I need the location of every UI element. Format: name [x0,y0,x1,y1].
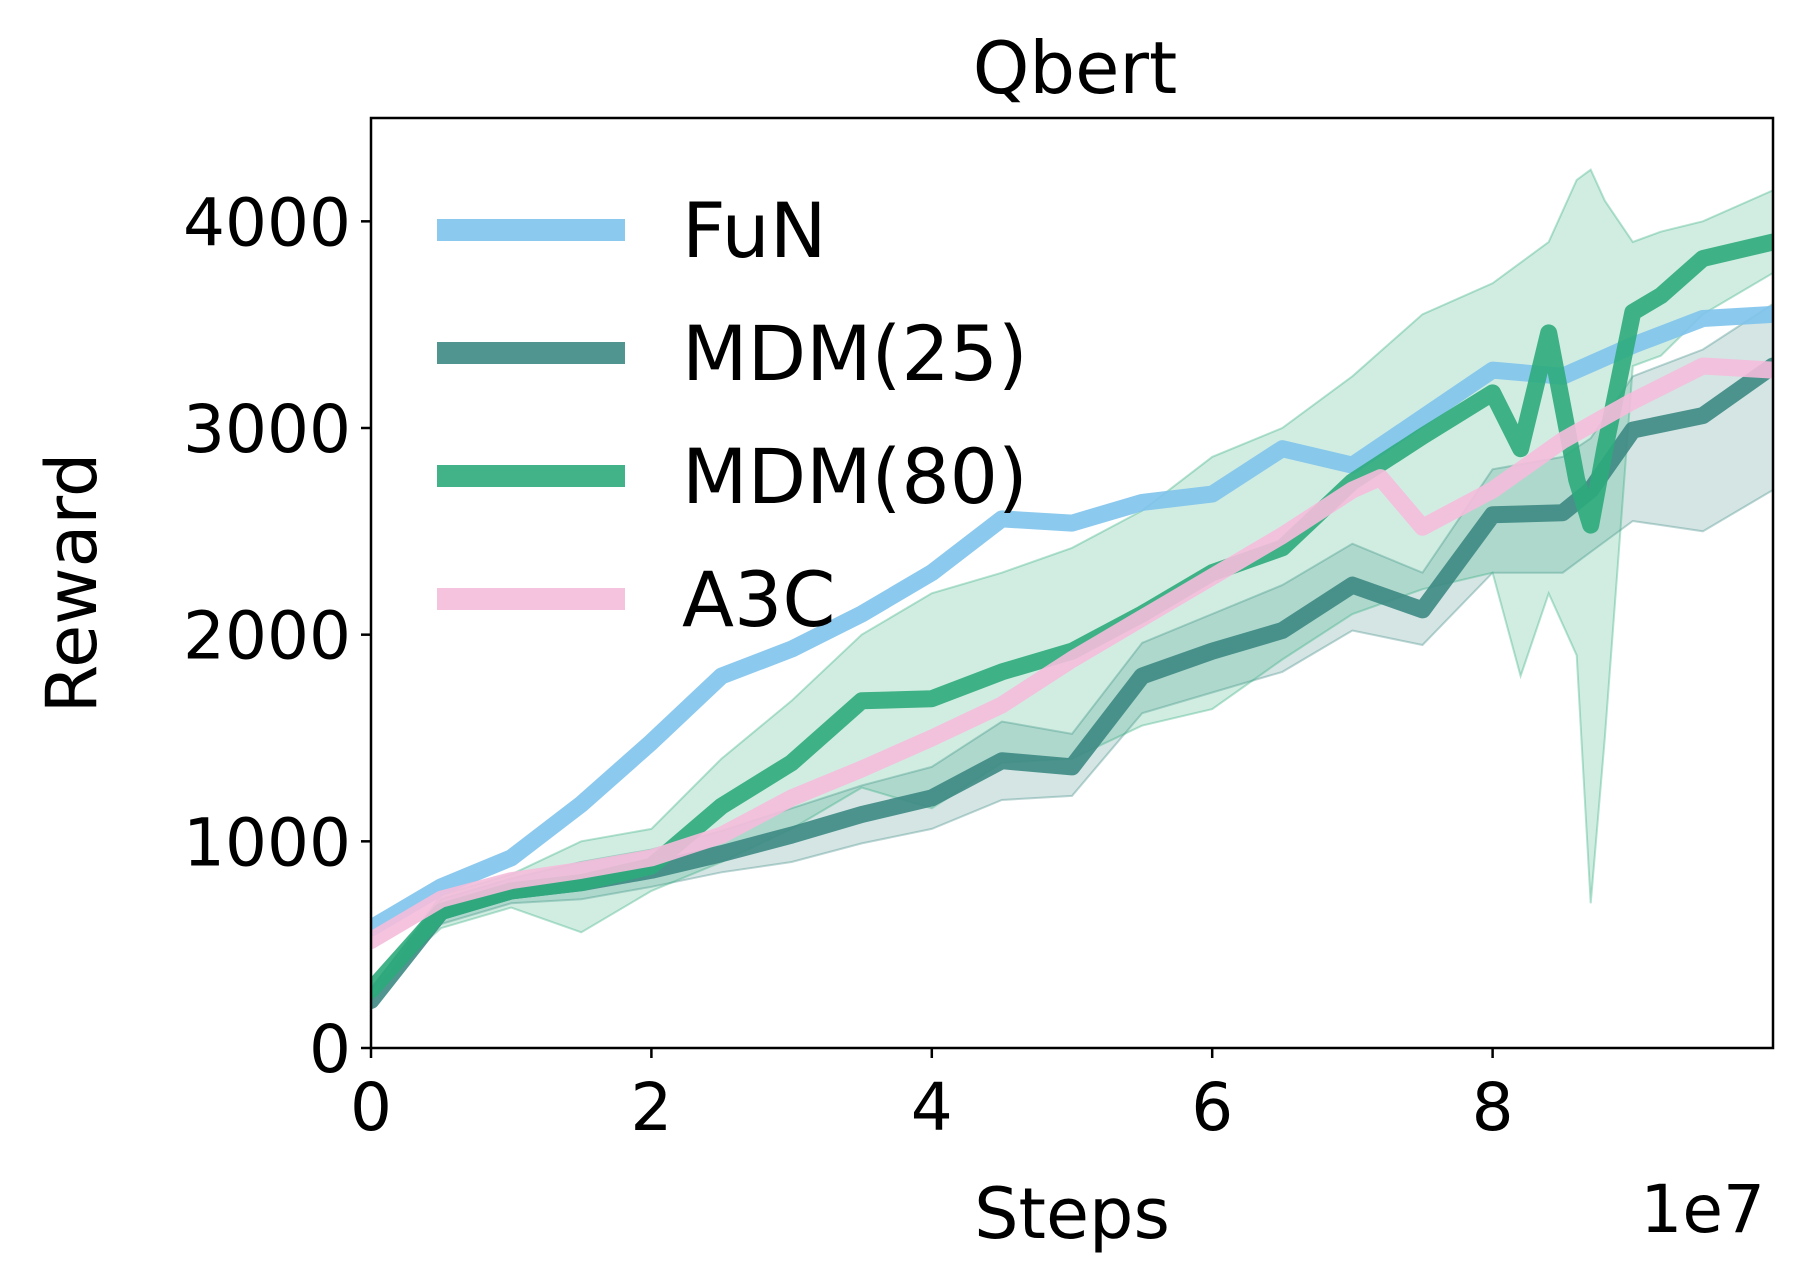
x-tick-label: 2 [630,1069,672,1146]
x-tick-label: 8 [1472,1069,1514,1146]
y-tick-label: 3000 [183,391,351,468]
series-lines [371,233,1773,1009]
band-mdm-25 [371,302,1773,1002]
legend-label-mdm-25: MDM(25) [682,309,1028,398]
x-offset-label: 1e7 [1640,1171,1765,1248]
plot-frame [369,116,1775,1050]
y-axis-ticks: 0 1000 2000 3000 4000 [183,184,371,1088]
y-tick-label: 4000 [183,184,351,261]
x-tick-label: 0 [350,1069,392,1146]
legend-label-a3c: A3C [682,555,835,644]
line-a3c [371,357,1773,949]
y-tick-label: 2000 [183,598,351,675]
x-tick-label: 6 [1191,1069,1233,1146]
x-tick-label: 4 [911,1069,953,1146]
legend-label-mdm-80: MDM(80) [682,432,1028,521]
chart-title: Qbert [973,26,1178,110]
x-axis-ticks: 0 2 4 6 8 [350,1048,1514,1146]
plot-area [369,116,1775,1050]
x-axis-label: Steps [974,1173,1170,1255]
y-tick-label: 0 [309,1011,351,1088]
legend-label-fun: FuN [682,186,827,275]
y-axis-label: Reward [31,453,113,714]
y-tick-label: 1000 [183,804,351,881]
legend: FuN MDM(25) MDM(80) A3C [437,186,1028,644]
